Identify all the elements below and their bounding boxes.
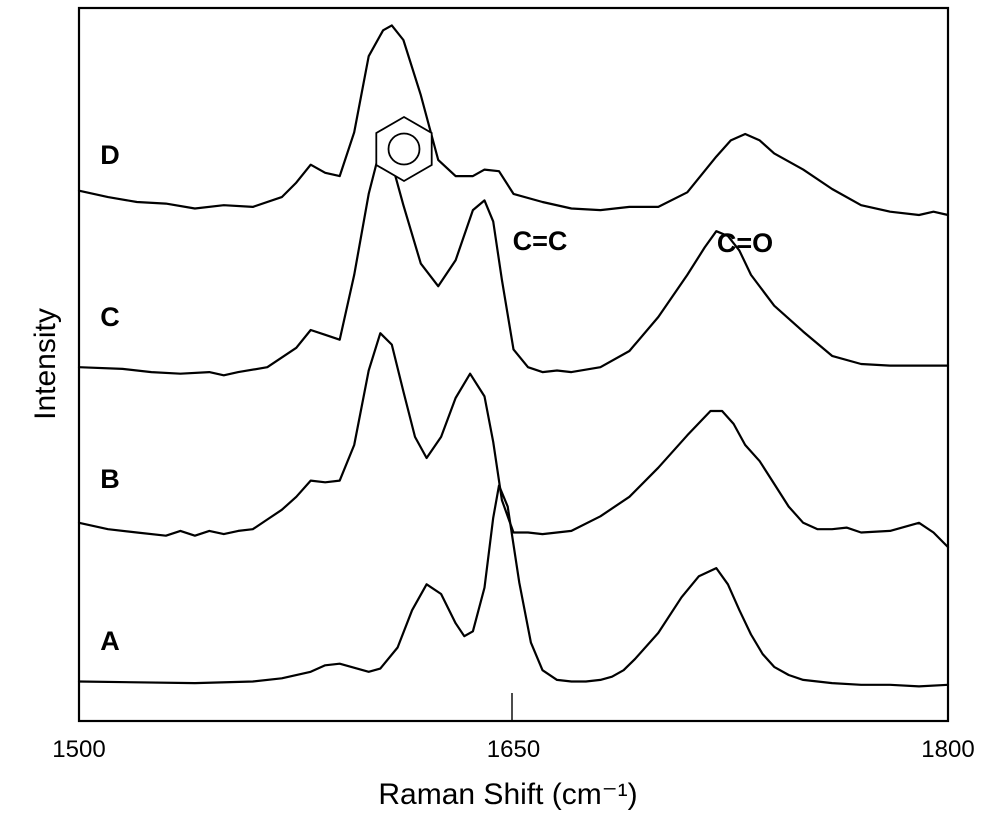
plot-frame <box>77 6 950 723</box>
x-tick-label: 1500 <box>52 736 105 763</box>
x-axis-title: Raman Shift (cm⁻¹) <box>378 778 637 811</box>
annotation-c-c: C=C <box>513 226 568 256</box>
series-labels-group: A B C D <box>100 140 120 656</box>
trace-b <box>77 332 950 549</box>
x-tick-label: 1800 <box>921 736 974 763</box>
trace-c <box>77 153 950 377</box>
benzene-ring-icon <box>375 115 433 183</box>
series-label-a: A <box>100 626 120 656</box>
annotation-c-o: C=O <box>717 228 773 258</box>
traces-group <box>77 24 950 688</box>
series-label-b: B <box>100 464 120 494</box>
x-tick-labels-group: 1500 1650 1800 <box>52 736 974 763</box>
y-axis-title: Intensity <box>29 308 62 420</box>
trace-a <box>77 484 950 688</box>
x-tick-label: 1650 <box>487 736 540 763</box>
series-label-d: D <box>100 140 120 170</box>
series-label-c: C <box>100 302 120 332</box>
trace-d <box>77 24 950 217</box>
